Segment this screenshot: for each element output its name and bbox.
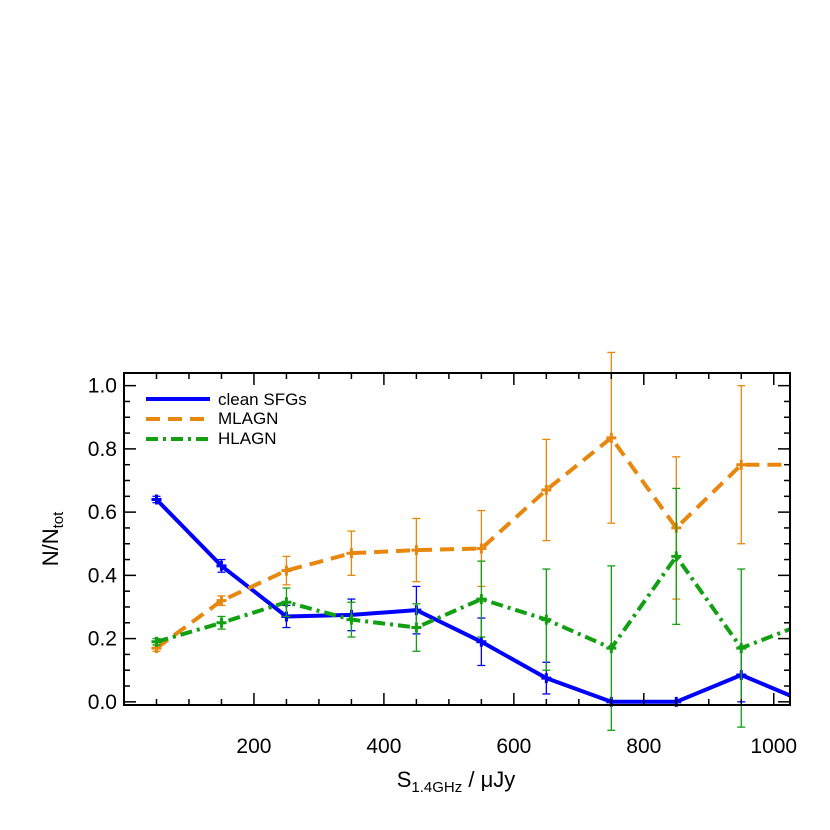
y-tick-label: 0.6	[88, 501, 117, 524]
data-point	[216, 560, 227, 571]
x-tick-label: 1000	[750, 735, 797, 758]
x-tick-label: 600	[496, 735, 531, 758]
data-point	[541, 673, 552, 684]
data-point	[346, 548, 357, 559]
data-point	[606, 643, 617, 654]
data-point	[671, 551, 682, 562]
series-line	[155, 554, 791, 651]
legend-label-mlagn: MLAGN	[218, 409, 278, 428]
data-point	[476, 636, 487, 647]
series-line	[155, 435, 790, 650]
data-point	[476, 543, 487, 554]
data-point	[736, 643, 747, 654]
data-point	[151, 636, 162, 647]
data-point	[281, 565, 292, 576]
plot-frame	[123, 372, 791, 706]
x-tick-label: 400	[366, 735, 401, 758]
x-tick-label: 800	[626, 735, 661, 758]
data-point	[411, 545, 422, 556]
data-point	[216, 617, 227, 628]
data-point	[476, 594, 487, 605]
data-point	[411, 622, 422, 633]
legend-label-hlagn: HLAGN	[218, 429, 277, 448]
data-point	[281, 597, 292, 608]
series-layer	[151, 351, 791, 731]
axis-ticks: 200 400 600 800 1000 0.0 0.2 0.4 0.6 0.8 1.0	[88, 373, 797, 758]
legend-label-clean-sfgs: clean SFGs	[218, 390, 307, 409]
x-tick-label: 200	[236, 735, 271, 758]
data-point	[736, 459, 747, 470]
y-tick-label: 0.0	[88, 691, 117, 714]
series-clean-sfgs	[151, 494, 791, 707]
data-point	[346, 614, 357, 625]
data-point	[151, 494, 162, 505]
y-tick-label: 0.2	[88, 628, 117, 651]
data-point	[541, 614, 552, 625]
data-point	[216, 595, 227, 606]
x-axis-label: S1.4GHz / μJy	[397, 767, 516, 796]
y-axis-label: N/Ntot	[38, 511, 67, 566]
y-tick-label: 0.4	[88, 564, 118, 587]
data-point	[541, 484, 552, 495]
y-tick-label: 1.0	[88, 375, 117, 398]
data-point	[606, 432, 617, 443]
y-tick-label: 0.8	[88, 438, 117, 461]
legend: clean SFGs MLAGN HLAGN	[146, 390, 307, 448]
